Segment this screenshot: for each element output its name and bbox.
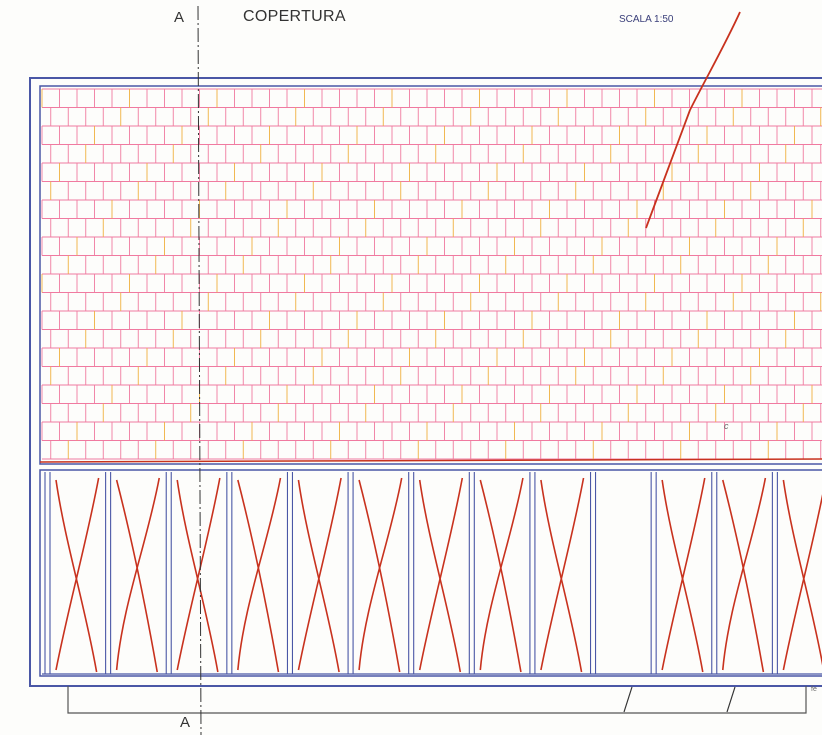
cross-stroke-up <box>540 477 585 671</box>
cross-stroke-down <box>55 479 98 673</box>
cross-stroke-down <box>418 479 462 673</box>
base-tick-1 <box>623 686 633 713</box>
cross-stroke-up <box>115 477 161 671</box>
section-marker-top: A <box>174 9 185 26</box>
note-mark: c <box>724 421 729 431</box>
roof-tile-grid <box>41 88 822 460</box>
base-tick-2 <box>726 686 736 713</box>
cross-stroke-up <box>237 477 282 671</box>
markup-leader-line <box>645 11 741 229</box>
cross-stroke-up <box>479 477 524 671</box>
drawing-title: COPERTURA <box>243 8 346 25</box>
cross-stroke-down <box>479 479 522 673</box>
tile-area-frame <box>39 85 822 465</box>
panel-area-frame <box>39 469 822 677</box>
cross-stroke-down <box>358 479 401 673</box>
cross-stroke-down <box>237 479 280 673</box>
cross-stroke-down <box>297 479 340 673</box>
cross-stroke-down <box>540 479 583 673</box>
outer-frame <box>29 77 822 687</box>
cross-stroke-down <box>721 479 765 673</box>
cross-stroke-up <box>297 477 342 671</box>
cross-stroke-up <box>661 477 706 671</box>
cross-bracing-marks <box>55 477 822 673</box>
section-marker-bottom: A <box>180 714 191 731</box>
edge-mark: fe <box>811 686 817 693</box>
cross-stroke-up <box>176 477 221 671</box>
eave-line <box>39 458 822 463</box>
base-strip <box>67 686 807 714</box>
cross-stroke-down <box>782 479 822 666</box>
cross-stroke-up <box>358 477 403 671</box>
cross-stroke-up <box>55 477 100 671</box>
bracing-panels <box>42 472 822 675</box>
cross-stroke-down <box>176 479 219 673</box>
section-line-a <box>197 5 202 735</box>
cross-stroke-up <box>782 494 822 671</box>
cross-stroke-up <box>721 477 767 671</box>
cross-stroke-down <box>115 479 159 673</box>
cross-stroke-up <box>418 477 464 671</box>
cross-stroke-down <box>661 479 704 673</box>
scale-label: SCALA 1:50 <box>619 14 674 25</box>
